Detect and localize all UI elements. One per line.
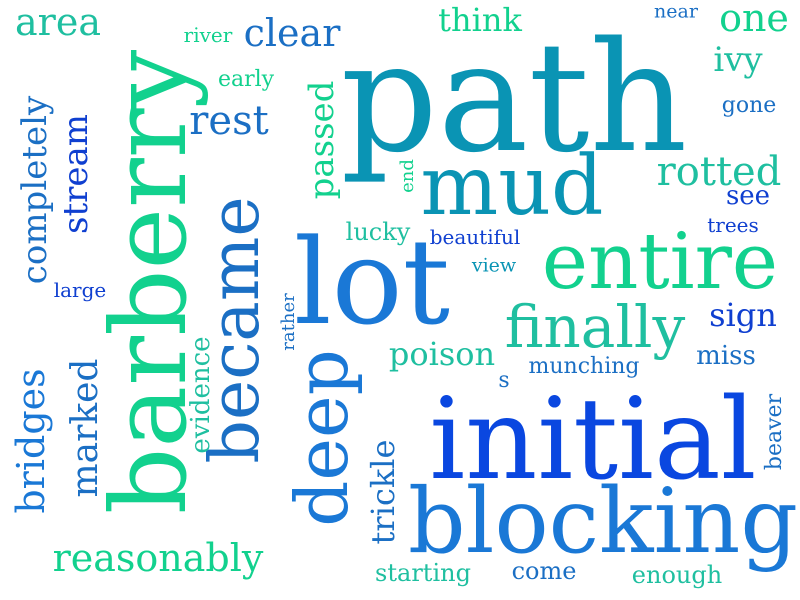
word-path: path <box>340 9 688 186</box>
word-sign: sign <box>709 296 777 334</box>
word-rather: rather <box>278 293 299 351</box>
word-stream: stream <box>56 114 96 234</box>
word-trees: trees <box>707 213 759 237</box>
word-finally: finally <box>504 293 686 361</box>
word-completely: completely <box>15 95 55 285</box>
word-mud: mud <box>420 139 604 234</box>
word-think: think <box>438 1 522 39</box>
word-reasonably: reasonably <box>52 536 264 580</box>
word-initial: initial <box>429 375 757 505</box>
word-beaver: beaver <box>762 393 787 471</box>
word-ivy: ivy <box>713 40 763 80</box>
word-river: river <box>183 23 233 47</box>
word-area: area <box>15 0 101 44</box>
word-s: s <box>498 368 510 393</box>
word-starting: starting <box>375 559 471 587</box>
word-bridges: bridges <box>9 368 53 514</box>
word-rest: rest <box>189 98 269 144</box>
word-early: early <box>217 67 275 92</box>
word-marked: marked <box>65 358 106 498</box>
word-blocking: blocking <box>408 469 798 574</box>
word-rotted: rotted <box>656 149 782 195</box>
word-near: near <box>654 0 698 23</box>
word-evidence: evidence <box>186 336 216 454</box>
word-lucky: lucky <box>345 218 411 246</box>
word-large: large <box>53 278 107 302</box>
word-miss: miss <box>696 341 756 371</box>
word-see: see <box>725 181 771 211</box>
word-clear: clear <box>243 11 341 55</box>
word-lot: lot <box>293 213 451 351</box>
word-trickle: trickle <box>364 439 402 545</box>
word-one: one <box>719 0 789 40</box>
word-entire: entire <box>541 217 779 307</box>
word-passed: passed <box>302 80 342 200</box>
word-gone: gone <box>721 93 777 118</box>
word-enough: enough <box>631 561 723 589</box>
word-deep: deep <box>280 349 364 527</box>
word-beautiful: beautiful <box>429 225 521 249</box>
word-end: end <box>397 159 418 193</box>
word-poison: poison <box>388 335 496 373</box>
word-come: come <box>511 557 577 585</box>
word-munching: munching <box>528 354 640 379</box>
word-view: view <box>471 254 517 277</box>
